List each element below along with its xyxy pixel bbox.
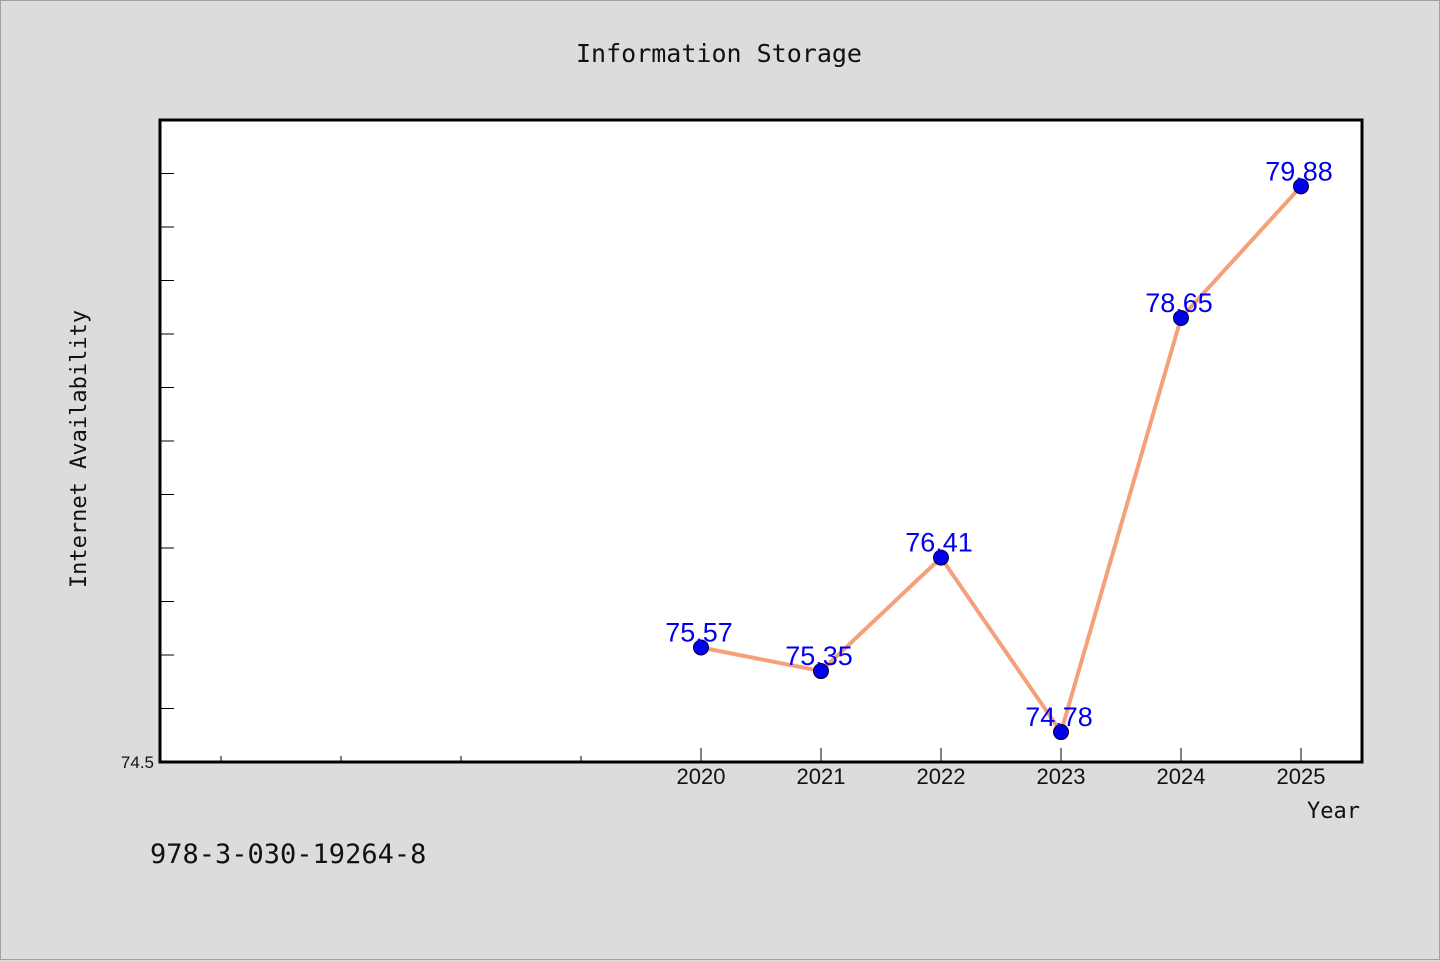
y-axis-ticks: 74.5 — [121, 173, 174, 772]
data-label: 75.57 — [665, 618, 733, 648]
data-point-marker — [1173, 309, 1189, 326]
data-point-marker — [933, 549, 949, 566]
x-tick-label: 2022 — [917, 764, 966, 789]
series-layer — [693, 178, 1309, 741]
x-tick-label: 2021 — [797, 764, 846, 789]
data-point-marker — [693, 639, 709, 656]
data-label: 76.41 — [905, 528, 973, 558]
x-tick-label: 2023 — [1037, 764, 1086, 789]
plot-area — [158, 118, 1364, 764]
y-axis-title: Internet Availability — [67, 310, 92, 588]
x-tick-label: 2025 — [1277, 764, 1326, 789]
data-label: 74.78 — [1025, 702, 1093, 732]
x-tick-label: 2024 — [1157, 764, 1206, 789]
x-axis-ticks: 2020 2021 2022 2023 2024 2025 — [220, 748, 1326, 789]
data-label: 78.65 — [1145, 288, 1213, 318]
chart-title: Information Storage — [576, 39, 862, 68]
x-tick-label: 2020 — [677, 764, 726, 789]
data-point-marker — [1293, 178, 1309, 195]
data-point-marker — [813, 663, 829, 680]
y-tick-label: 74.5 — [121, 753, 154, 772]
data-label: 75.35 — [785, 641, 853, 671]
footnote-isbn: 978-3-030-19264-8 — [150, 839, 426, 870]
series-line — [700, 184, 1303, 735]
data-label: 79.88 — [1265, 156, 1333, 186]
data-labels: 75.57 75.35 76.41 74.78 78.65 79.88 — [665, 156, 1333, 732]
data-point-marker — [1053, 724, 1069, 741]
x-axis-title: Year — [1307, 799, 1360, 824]
